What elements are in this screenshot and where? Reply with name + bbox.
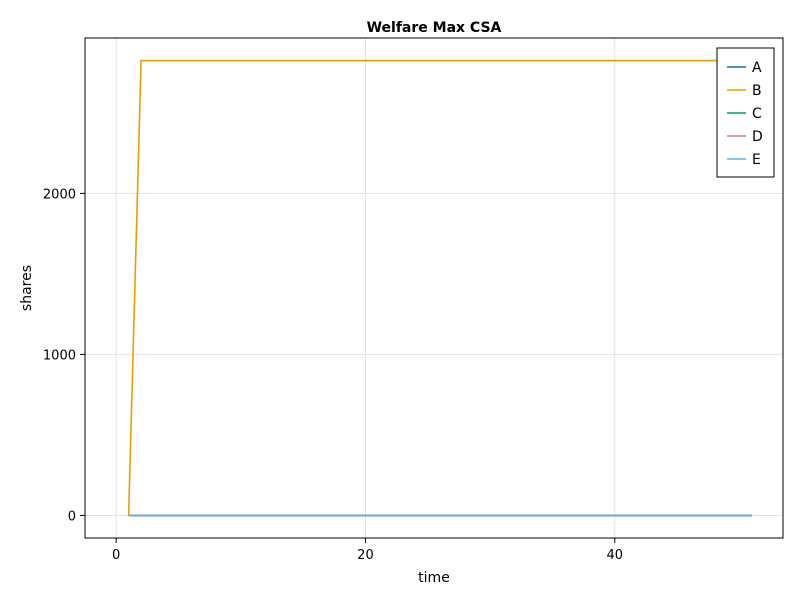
legend-label-b: B (752, 83, 762, 99)
y-tick-label: 0 (68, 509, 76, 524)
y-tick-label: 1000 (43, 348, 76, 363)
y-axis-label: shares (19, 265, 35, 311)
x-tick-label: 0 (112, 548, 120, 563)
y-tick-label: 2000 (43, 187, 76, 202)
x-tick-label: 40 (606, 548, 623, 563)
legend-label-a: A (752, 60, 762, 76)
x-tick-label: 20 (357, 548, 374, 563)
legend-label-d: D (752, 129, 763, 145)
legend-label-c: C (752, 106, 762, 122)
series-line-b (127, 59, 752, 516)
x-axis-label: time (418, 570, 450, 586)
plot-frame (84, 37, 784, 539)
series-layer (127, 59, 752, 517)
legend-label-e: E (752, 152, 761, 168)
chart-title: Welfare Max CSA (367, 20, 502, 36)
tick-layer: 0 20 40 0 1000 2000 (43, 187, 623, 563)
